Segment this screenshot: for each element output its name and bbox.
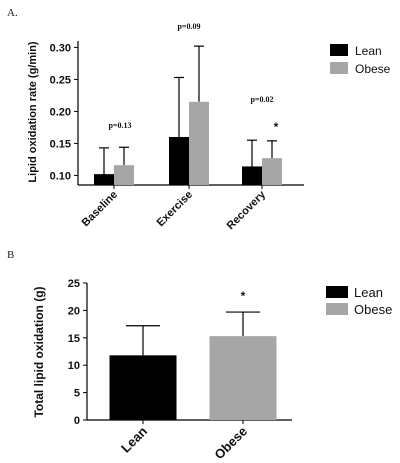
panel-a-y-tick-label: 0.10 bbox=[50, 170, 71, 182]
panel-b-legend-swatch-lean bbox=[326, 286, 348, 298]
panel-a-legend-label-lean: Lean bbox=[355, 44, 382, 58]
panel-a-category-label-recovery: Recovery bbox=[225, 188, 269, 232]
panel-b-significance-star: * bbox=[241, 289, 246, 303]
panel-b-error-bars bbox=[126, 311, 260, 356]
panel-a-letter: A. bbox=[7, 7, 18, 19]
panel-b-legend-label-obese: Obese bbox=[354, 302, 392, 317]
panel-a-y-axis-title: Lipid oxidation rate (g/min) bbox=[27, 41, 39, 183]
panel-a-legend-swatch-lean bbox=[330, 44, 348, 56]
panel-b-bar-obese bbox=[209, 336, 277, 420]
panel-b-legend-label-lean: Lean bbox=[354, 285, 383, 300]
panel-a-bar-recovery-obese bbox=[262, 158, 282, 185]
panel-b-y-tick-label: 10 bbox=[68, 360, 80, 372]
panel-a-annotation-recovery: p=0.02 bbox=[250, 95, 273, 104]
panel-a-bar-baseline-obese bbox=[114, 165, 134, 185]
panel-b-y-tick-label: 0 bbox=[74, 415, 80, 427]
panel-a-bar-exercise-lean bbox=[169, 137, 189, 185]
panel-a-bar-exercise-obese bbox=[189, 101, 209, 185]
panel-a-category-labels: Baseline Exercise Recovery bbox=[80, 185, 269, 232]
panel-a: A. Lipid oxidation rate (g/min) 0.10 0.15… bbox=[7, 7, 391, 232]
panel-b-legend: Lean Obese bbox=[326, 285, 392, 317]
panel-b-category-label-lean: Lean bbox=[118, 423, 150, 455]
panel-a-bar-baseline-lean bbox=[94, 174, 114, 185]
panel-b-y-tick-label: 20 bbox=[68, 305, 80, 317]
panel-a-y-tick-label: 0.25 bbox=[50, 74, 71, 86]
panel-a-bars bbox=[94, 101, 282, 185]
panel-a-bar-recovery-lean bbox=[242, 166, 262, 185]
panel-b-letter: B bbox=[7, 249, 14, 261]
panel-b-y-tick-label: 25 bbox=[68, 278, 80, 290]
panel-a-legend: Lean Obese bbox=[330, 44, 391, 76]
panel-a-y-ticks: 0.10 0.15 0.20 0.25 0.30 bbox=[50, 42, 78, 182]
panel-a-annotation-exercise: p=0.09 bbox=[177, 22, 200, 31]
panel-a-legend-swatch-obese bbox=[330, 62, 348, 74]
panel-a-error-bars bbox=[99, 45, 277, 175]
panel-b-y-tick-label: 5 bbox=[74, 388, 80, 400]
panel-a-significance-star: * bbox=[274, 120, 279, 134]
panel-a-y-tick-label: 0.15 bbox=[50, 138, 71, 150]
panel-b: B Total lipid oxidation (g) 0 5 10 15 20 25 L… bbox=[7, 249, 392, 462]
panel-a-category-label-exercise: Exercise bbox=[155, 189, 195, 229]
panel-a-y-tick-label: 0.30 bbox=[50, 42, 71, 54]
panel-a-legend-label-obese: Obese bbox=[355, 62, 391, 76]
panel-b-legend-swatch-obese bbox=[326, 303, 348, 315]
panel-b-y-tick-label: 15 bbox=[68, 333, 80, 345]
panel-b-bars bbox=[109, 336, 277, 420]
panel-b-y-ticks: 0 5 10 15 20 25 bbox=[68, 278, 87, 427]
panel-a-category-label-baseline: Baseline bbox=[80, 189, 120, 229]
panel-b-category-label-obese: Obese bbox=[211, 424, 250, 463]
panel-a-annotation-baseline: p=0.13 bbox=[108, 121, 131, 130]
panel-b-bar-lean bbox=[109, 355, 177, 420]
panel-b-category-labels: Lean Obese bbox=[118, 420, 250, 462]
panel-b-y-axis-title: Total lipid oxidation (g) bbox=[32, 286, 46, 417]
panel-a-y-tick-label: 0.20 bbox=[50, 106, 71, 118]
